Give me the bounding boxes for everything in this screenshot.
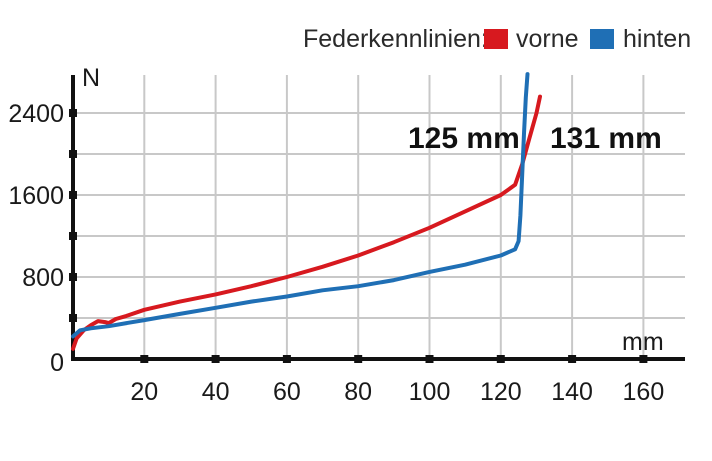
x-tick-label: 20 <box>130 378 158 406</box>
y-tick-label: 0 <box>50 349 64 377</box>
legend-swatch-rear <box>590 29 614 49</box>
y-tick-marker <box>69 150 77 158</box>
legend: Federkennlinien: vorne hinten <box>303 25 691 53</box>
grid-lines <box>73 75 685 359</box>
y-tick-label: 2400 <box>8 100 64 128</box>
legend-swatch-front <box>484 29 508 49</box>
y-tick-label: 1600 <box>8 182 64 210</box>
x-tick-marker <box>496 355 505 363</box>
x-tick-label: 160 <box>623 378 665 406</box>
y-tick-marker <box>69 109 77 117</box>
x-tick-marker <box>140 355 149 363</box>
legend-label-front: vorne <box>516 25 579 53</box>
y-tick-marker <box>69 314 77 322</box>
annotation-front-travel: 131 mm <box>550 122 662 155</box>
x-axis-unit: mm <box>622 328 664 356</box>
x-tick-label: 100 <box>409 378 451 406</box>
x-tick-label: 80 <box>344 378 372 406</box>
series-line-vorne <box>71 94 542 351</box>
x-tick-marker <box>425 355 434 363</box>
legend-title: Federkennlinien: <box>303 25 488 53</box>
x-tick-marker <box>211 355 220 363</box>
x-tick-label: 60 <box>273 378 301 406</box>
x-tick-label: 120 <box>480 378 522 406</box>
series-line-hinten <box>71 72 530 339</box>
x-tick-marker <box>354 355 363 363</box>
annotation-rear-travel: 125 mm <box>408 122 520 155</box>
x-tick-marker <box>639 355 648 363</box>
y-tick-marker <box>69 191 77 199</box>
axes <box>69 75 685 363</box>
x-tick-label: 140 <box>551 378 593 406</box>
y-axis-unit: N <box>82 64 100 92</box>
x-tick-marker <box>568 355 577 363</box>
y-tick-label: 800 <box>22 264 64 292</box>
legend-label-rear: hinten <box>623 25 691 53</box>
x-tick-label: 40 <box>202 378 230 406</box>
series-lines <box>71 72 542 351</box>
y-tick-marker <box>69 273 77 281</box>
y-tick-marker <box>69 232 77 240</box>
x-tick-marker <box>282 355 291 363</box>
